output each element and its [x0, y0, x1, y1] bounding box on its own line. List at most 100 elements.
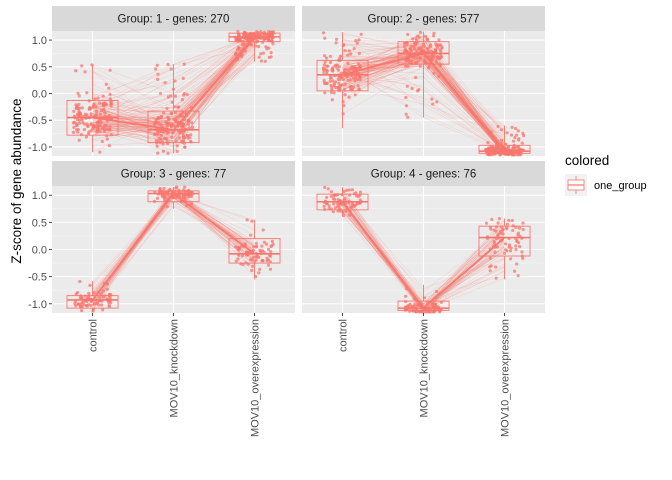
gene-point	[83, 294, 88, 298]
gene-point	[95, 130, 99, 134]
gene-point	[334, 85, 338, 90]
gene-trajectory-line	[92, 37, 255, 114]
gene-point	[406, 32, 410, 37]
gene-trajectory-line	[342, 34, 505, 151]
gene-point	[408, 61, 412, 65]
gene-point	[406, 115, 410, 119]
gene-point	[416, 59, 420, 63]
gene-point	[411, 37, 415, 41]
gene-point	[428, 44, 433, 49]
gene-point	[323, 36, 327, 40]
gene-point	[237, 46, 241, 51]
gene-trajectory-line	[92, 38, 255, 140]
gene-point	[102, 125, 106, 129]
y-tick-label: 1.0	[32, 35, 47, 47]
gene-point	[82, 128, 86, 132]
gene-point	[331, 210, 335, 214]
gene-point	[328, 60, 333, 65]
gene-point	[158, 130, 162, 134]
gene-point	[271, 42, 275, 46]
gene-point	[322, 78, 326, 82]
gene-trajectory-line	[342, 210, 505, 308]
gene-trajectory-line	[342, 42, 505, 153]
gene-trajectory-line	[342, 207, 505, 307]
gene-point	[88, 107, 92, 111]
panel-group-3: Group: 3 - genes: 77	[52, 161, 295, 313]
x-tick-label-control: control	[88, 319, 100, 352]
gene-point	[162, 111, 166, 115]
gene-point	[438, 43, 442, 47]
gene-point	[72, 109, 76, 113]
gene-point	[413, 60, 417, 65]
gene-trajectory-line	[342, 56, 505, 144]
gene-trajectory-line	[92, 34, 255, 142]
gene-point	[437, 57, 441, 61]
gene-point	[154, 118, 158, 122]
gene-point	[242, 42, 246, 47]
gene-point	[355, 41, 359, 45]
gene-trajectory-line	[342, 47, 505, 150]
gene-point	[185, 204, 189, 208]
gene-point	[337, 81, 341, 85]
panel-group-4: Group: 4 - genes: 76	[302, 161, 545, 314]
x-axis: control MOV10_knockdown MOV10_overexpressi…	[88, 313, 512, 437]
gene-point	[173, 94, 177, 98]
gene-point	[329, 194, 333, 198]
gene-point	[334, 41, 338, 45]
gene-point	[348, 78, 352, 82]
gene-trajectory-line	[92, 49, 255, 137]
gene-point	[80, 301, 84, 305]
gene-trajectory-line	[342, 193, 505, 303]
gene-trajectory-line	[92, 37, 255, 141]
gene-point	[504, 248, 508, 252]
gene-trajectory-line	[92, 34, 255, 115]
gene-point	[87, 99, 91, 103]
gene-point	[518, 245, 522, 249]
gene-point	[268, 33, 272, 37]
gene-point	[264, 45, 268, 49]
gene-point	[256, 39, 260, 43]
gene-point	[89, 303, 93, 307]
gene-point	[492, 241, 496, 245]
gene-point	[355, 77, 359, 82]
x-tick-label-mov10-knockdown: MOV10_knockdown	[419, 319, 431, 417]
gene-point	[494, 229, 498, 233]
gene-point	[154, 67, 158, 71]
y-axis-title: Z-score of gene abundance	[9, 98, 24, 263]
gene-point	[71, 121, 76, 125]
gene-point	[80, 64, 84, 68]
gene-point	[488, 147, 493, 151]
gene-point	[329, 90, 333, 95]
facet-strip	[52, 6, 295, 31]
gene-point	[236, 247, 240, 251]
gene-point	[170, 100, 174, 104]
gene-point	[169, 125, 174, 129]
gene-trajectory-line	[92, 32, 255, 135]
box-mov10-overexpression	[478, 218, 531, 280]
gene-point	[187, 119, 191, 123]
gene-point	[173, 110, 177, 115]
gene-point	[261, 228, 265, 232]
gene-point	[267, 55, 271, 60]
gene-point	[161, 149, 165, 153]
gene-point	[502, 251, 507, 255]
gene-point	[104, 82, 108, 86]
gene-point	[264, 242, 269, 246]
facet-strip	[302, 6, 545, 31]
gene-point	[336, 77, 340, 81]
gene-point	[520, 250, 524, 254]
gene-point	[175, 115, 179, 119]
gene-trajectory-line	[92, 32, 255, 124]
gene-point	[269, 250, 273, 254]
gene-point	[163, 195, 167, 199]
gene-point	[323, 207, 327, 211]
gene-point	[512, 269, 517, 273]
median-trend-line	[341, 201, 506, 310]
gene-point	[182, 141, 186, 145]
gene-point	[80, 118, 84, 122]
gene-point	[516, 231, 521, 235]
gene-point	[418, 57, 423, 61]
gene-point	[155, 196, 160, 200]
gene-point	[515, 262, 519, 266]
legend: colored one_group	[565, 153, 647, 196]
